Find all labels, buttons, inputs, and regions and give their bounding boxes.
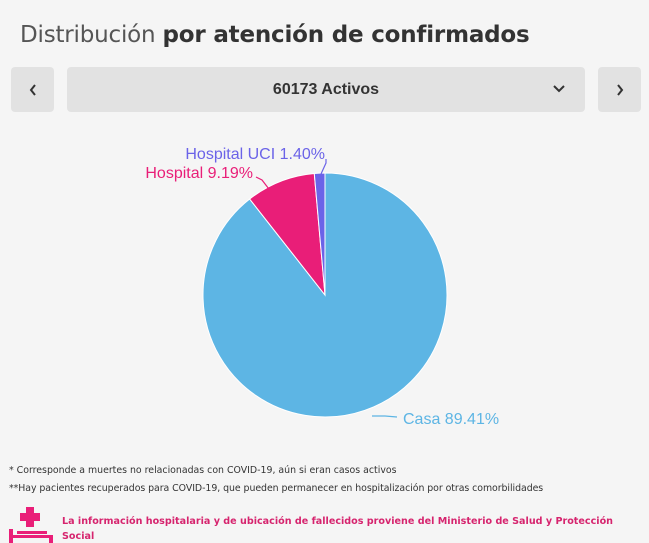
chevron-left-icon (29, 83, 36, 96)
chart-title: Distribución por atención de confirmados (20, 22, 530, 48)
slice-label-casa: Casa 89.41% (403, 411, 499, 428)
status-select[interactable]: 60173 Activos (67, 67, 585, 112)
chevron-right-icon (616, 83, 623, 96)
previous-button[interactable] (11, 67, 54, 112)
title-bold: por atención de confirmados (162, 22, 530, 48)
footer-source-text: La información hospitalaria y de ubicaci… (62, 516, 613, 542)
selected-option: 60173 Activos (272, 80, 380, 98)
leader-line-hospital (255, 176, 273, 194)
title-light: Distribución (20, 22, 156, 48)
footnote-2: **Hay pacientes recuperados para COVID-1… (9, 483, 544, 494)
hospital-bed-icon (9, 507, 53, 543)
slice-label-hospital-uci: Hospital UCI 1.40% (185, 146, 325, 163)
pie-chart: Casa 89.41% Hospital 9.19% Hospital UCI 1.… (145, 146, 499, 428)
leader-line-hospital-uci (320, 159, 327, 175)
pie-slice-hospital-uci[interactable] (313, 172, 326, 296)
footnote-1: * Corresponde a muertes no relacionadas … (9, 465, 397, 476)
slice-label-hospital: Hospital 9.19% (145, 165, 253, 182)
next-button[interactable] (598, 67, 641, 112)
leader-line-casa (372, 415, 398, 418)
chevron-down-icon (553, 85, 565, 93)
